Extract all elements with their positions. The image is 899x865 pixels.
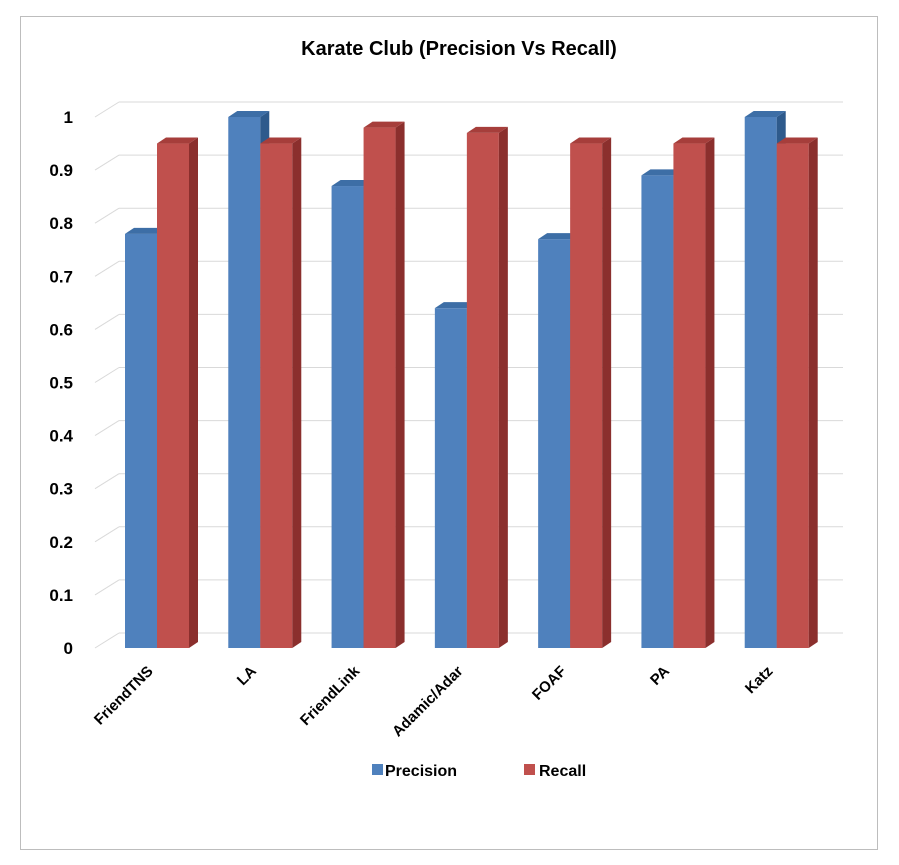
bar-recall-friendtns <box>157 137 198 649</box>
y-tick-label: 0 <box>64 639 73 658</box>
x-axis-labels: FriendTNS LA FriendLink Adamic/Adar FOAF PA Ka… <box>91 662 776 740</box>
bar-top <box>538 233 580 240</box>
bar-recall-katz <box>776 137 818 649</box>
gridline-diagonal <box>94 313 120 330</box>
bar-front <box>331 186 364 648</box>
bar-front <box>260 143 293 649</box>
x-tick-label: LA <box>234 663 260 689</box>
x-tick-label: Adamic/Adar <box>389 663 467 741</box>
bar-top <box>125 227 166 234</box>
bar-side <box>395 121 405 649</box>
legend-label-recall: Recall <box>539 763 586 780</box>
bar-side <box>602 137 612 649</box>
x-tick-label: FriendLink <box>297 662 364 729</box>
gridline-diagonal <box>94 579 120 596</box>
legend: Precision Recall <box>372 763 586 780</box>
x-tick-label: FOAF <box>529 663 570 704</box>
legend-label-precision: Precision <box>385 763 457 780</box>
y-tick-label: 0.5 <box>49 374 73 393</box>
bar-side <box>189 137 198 649</box>
y-tick-label: 0.7 <box>49 267 73 286</box>
bar-top <box>228 111 270 117</box>
chart-title: Karate Club (Precision Vs Recall) <box>301 38 617 60</box>
bar-front <box>434 308 467 648</box>
bar-front <box>125 233 157 648</box>
y-tick-label: 1 <box>64 108 73 127</box>
y-tick-label: 0.9 <box>49 161 73 180</box>
bar-top <box>434 302 476 309</box>
gridline-diagonal <box>94 420 120 437</box>
bar-top <box>673 137 715 144</box>
bar-front <box>744 117 777 648</box>
bar-front <box>641 175 674 648</box>
legend-swatch-precision <box>372 764 383 775</box>
bar-front <box>466 132 499 648</box>
gridline-diagonal <box>94 207 120 224</box>
bar-top <box>466 126 508 133</box>
gridline-diagonal <box>94 473 120 490</box>
bar-recall-foaf <box>570 137 612 649</box>
bar-front <box>157 143 189 649</box>
y-tick-label: 0.6 <box>49 320 73 339</box>
gridline-diagonal <box>94 101 120 118</box>
x-tick-label: Katz <box>742 663 776 697</box>
gridline-diagonal <box>94 632 120 649</box>
bar-side <box>292 137 302 649</box>
bar-top <box>744 111 786 117</box>
bar-side <box>808 137 818 649</box>
bars <box>125 111 818 649</box>
bar-top <box>776 137 818 144</box>
bar-recall-adamic-adar <box>466 126 508 649</box>
bar-top <box>641 169 683 176</box>
bar-front <box>673 143 706 649</box>
bar-front <box>570 143 603 649</box>
bar-front <box>363 127 396 649</box>
x-tick-label: FriendTNS <box>91 663 157 729</box>
bar-top <box>570 137 612 144</box>
gridline-diagonal <box>94 154 120 171</box>
bar-front <box>228 117 261 648</box>
bar-top <box>363 121 405 128</box>
bar-recall-pa <box>673 137 715 649</box>
bar-recall-la <box>260 137 302 649</box>
y-tick-label: 0.8 <box>49 214 73 233</box>
x-tick-label: PA <box>647 663 673 689</box>
gridline-diagonal <box>94 367 120 383</box>
gridline-diagonal <box>94 526 120 543</box>
bar-front <box>538 239 571 648</box>
bar-front <box>776 143 809 649</box>
gridline-diagonal <box>94 260 120 277</box>
bar-top <box>157 137 198 144</box>
y-tick-label: 0.2 <box>49 533 73 552</box>
bar-top <box>331 180 373 187</box>
y-axis-ticks: 0 0.1 0.2 0.3 0.4 0.5 0.6 0.7 0.8 0.9 1 <box>49 108 73 658</box>
y-tick-label: 0.3 <box>49 480 73 499</box>
bar-side <box>498 126 508 649</box>
bar-recall-friendlink <box>363 121 405 649</box>
bar-top <box>260 137 302 144</box>
bar-side <box>705 137 715 649</box>
legend-swatch-recall <box>524 764 535 775</box>
y-tick-label: 0.4 <box>49 427 73 446</box>
y-tick-label: 0.1 <box>49 586 73 605</box>
